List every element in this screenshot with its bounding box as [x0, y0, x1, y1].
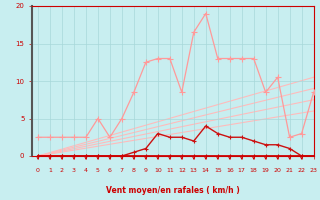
X-axis label: Vent moyen/en rafales ( km/h ): Vent moyen/en rafales ( km/h )	[106, 186, 240, 195]
